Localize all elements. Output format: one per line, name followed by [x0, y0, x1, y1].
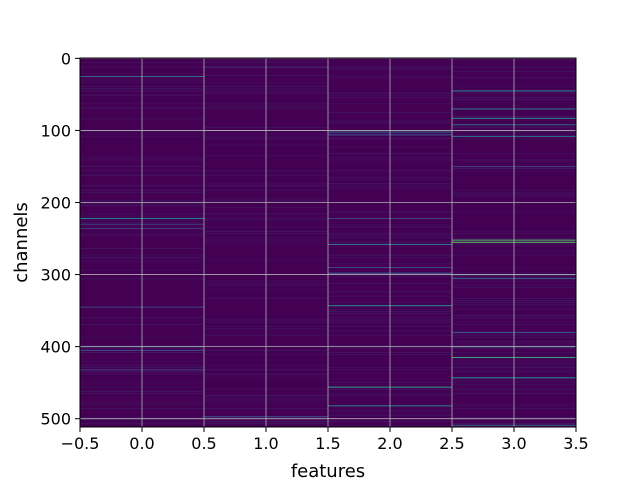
x-tick-label: 3.5 [563, 434, 588, 453]
y-tick-label: 500 [40, 410, 71, 429]
x-tick-label: 2.5 [439, 434, 464, 453]
x-axis-label: features [291, 461, 365, 480]
y-tick-label: 100 [40, 121, 71, 140]
x-tick-label: 1.0 [253, 434, 278, 453]
x-tick-label: 0.0 [129, 434, 154, 453]
y-tick-label: 400 [40, 338, 71, 357]
x-tick-label: 1.5 [315, 434, 340, 453]
y-tick-label: 0 [61, 49, 71, 68]
y-tick-label: 200 [40, 194, 71, 213]
x-tick-label: 3.0 [501, 434, 526, 453]
x-axis: −0.5 0.0 0.5 1.0 1.5 2.0 2.5 3.0 3.5 [61, 427, 589, 453]
y-axis: 0 100 200 300 400 500 [40, 49, 80, 429]
x-tick-label: −0.5 [61, 434, 100, 453]
x-tick-label: 2.0 [377, 434, 402, 453]
y-axis-label: channels [11, 202, 32, 283]
y-tick-label: 300 [40, 266, 71, 285]
x-tick-label: 0.5 [191, 434, 216, 453]
